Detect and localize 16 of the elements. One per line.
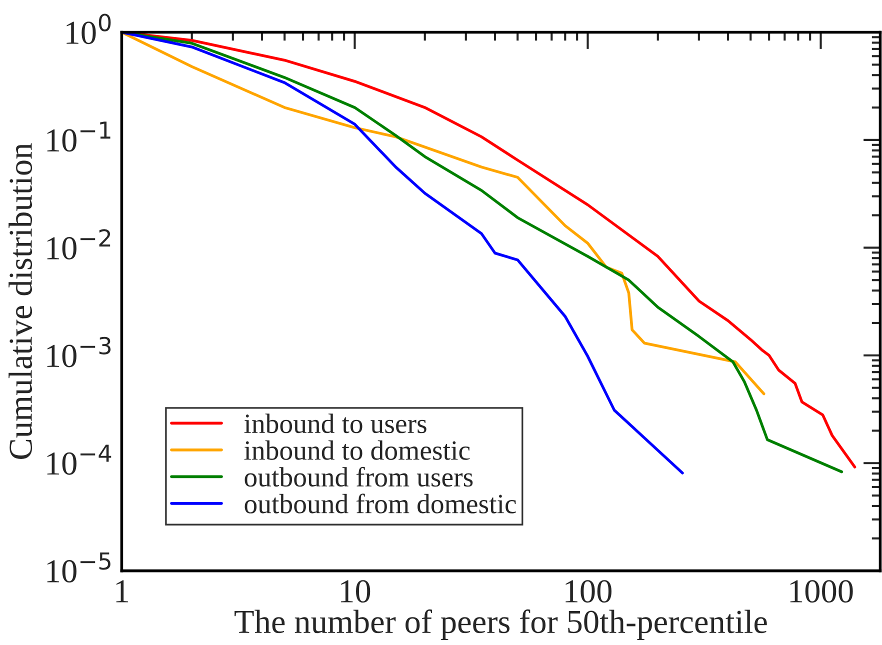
x-tick-label: 1000	[790, 580, 853, 603]
y-axis-title: Cumulative distribution	[8, 143, 32, 459]
x-axis-title: The number of peers for 50th-percentile	[234, 609, 767, 640]
x-tick-label: 10	[340, 580, 370, 603]
y-tick-label: 10$^{−2}$	[47, 229, 110, 260]
legend-label: outbound from users	[244, 466, 473, 487]
y-tick-label: 10$^{−4}$	[47, 444, 112, 475]
y-tick-label: 10$^{−1}$	[47, 122, 110, 152]
y-tick-label: 10$^{0}$	[66, 14, 111, 44]
legend-label: outbound from domestic	[244, 494, 516, 514]
x-tick-label: 100	[566, 580, 612, 603]
legend-label: inbound to domestic	[244, 440, 470, 460]
legend-label: inbound to users	[244, 414, 426, 434]
y-tick-label: 10$^{−3}$	[47, 336, 111, 368]
x-tick-label: 1	[116, 580, 128, 602]
y-tick-label: 10$^{−5}$	[47, 552, 110, 583]
